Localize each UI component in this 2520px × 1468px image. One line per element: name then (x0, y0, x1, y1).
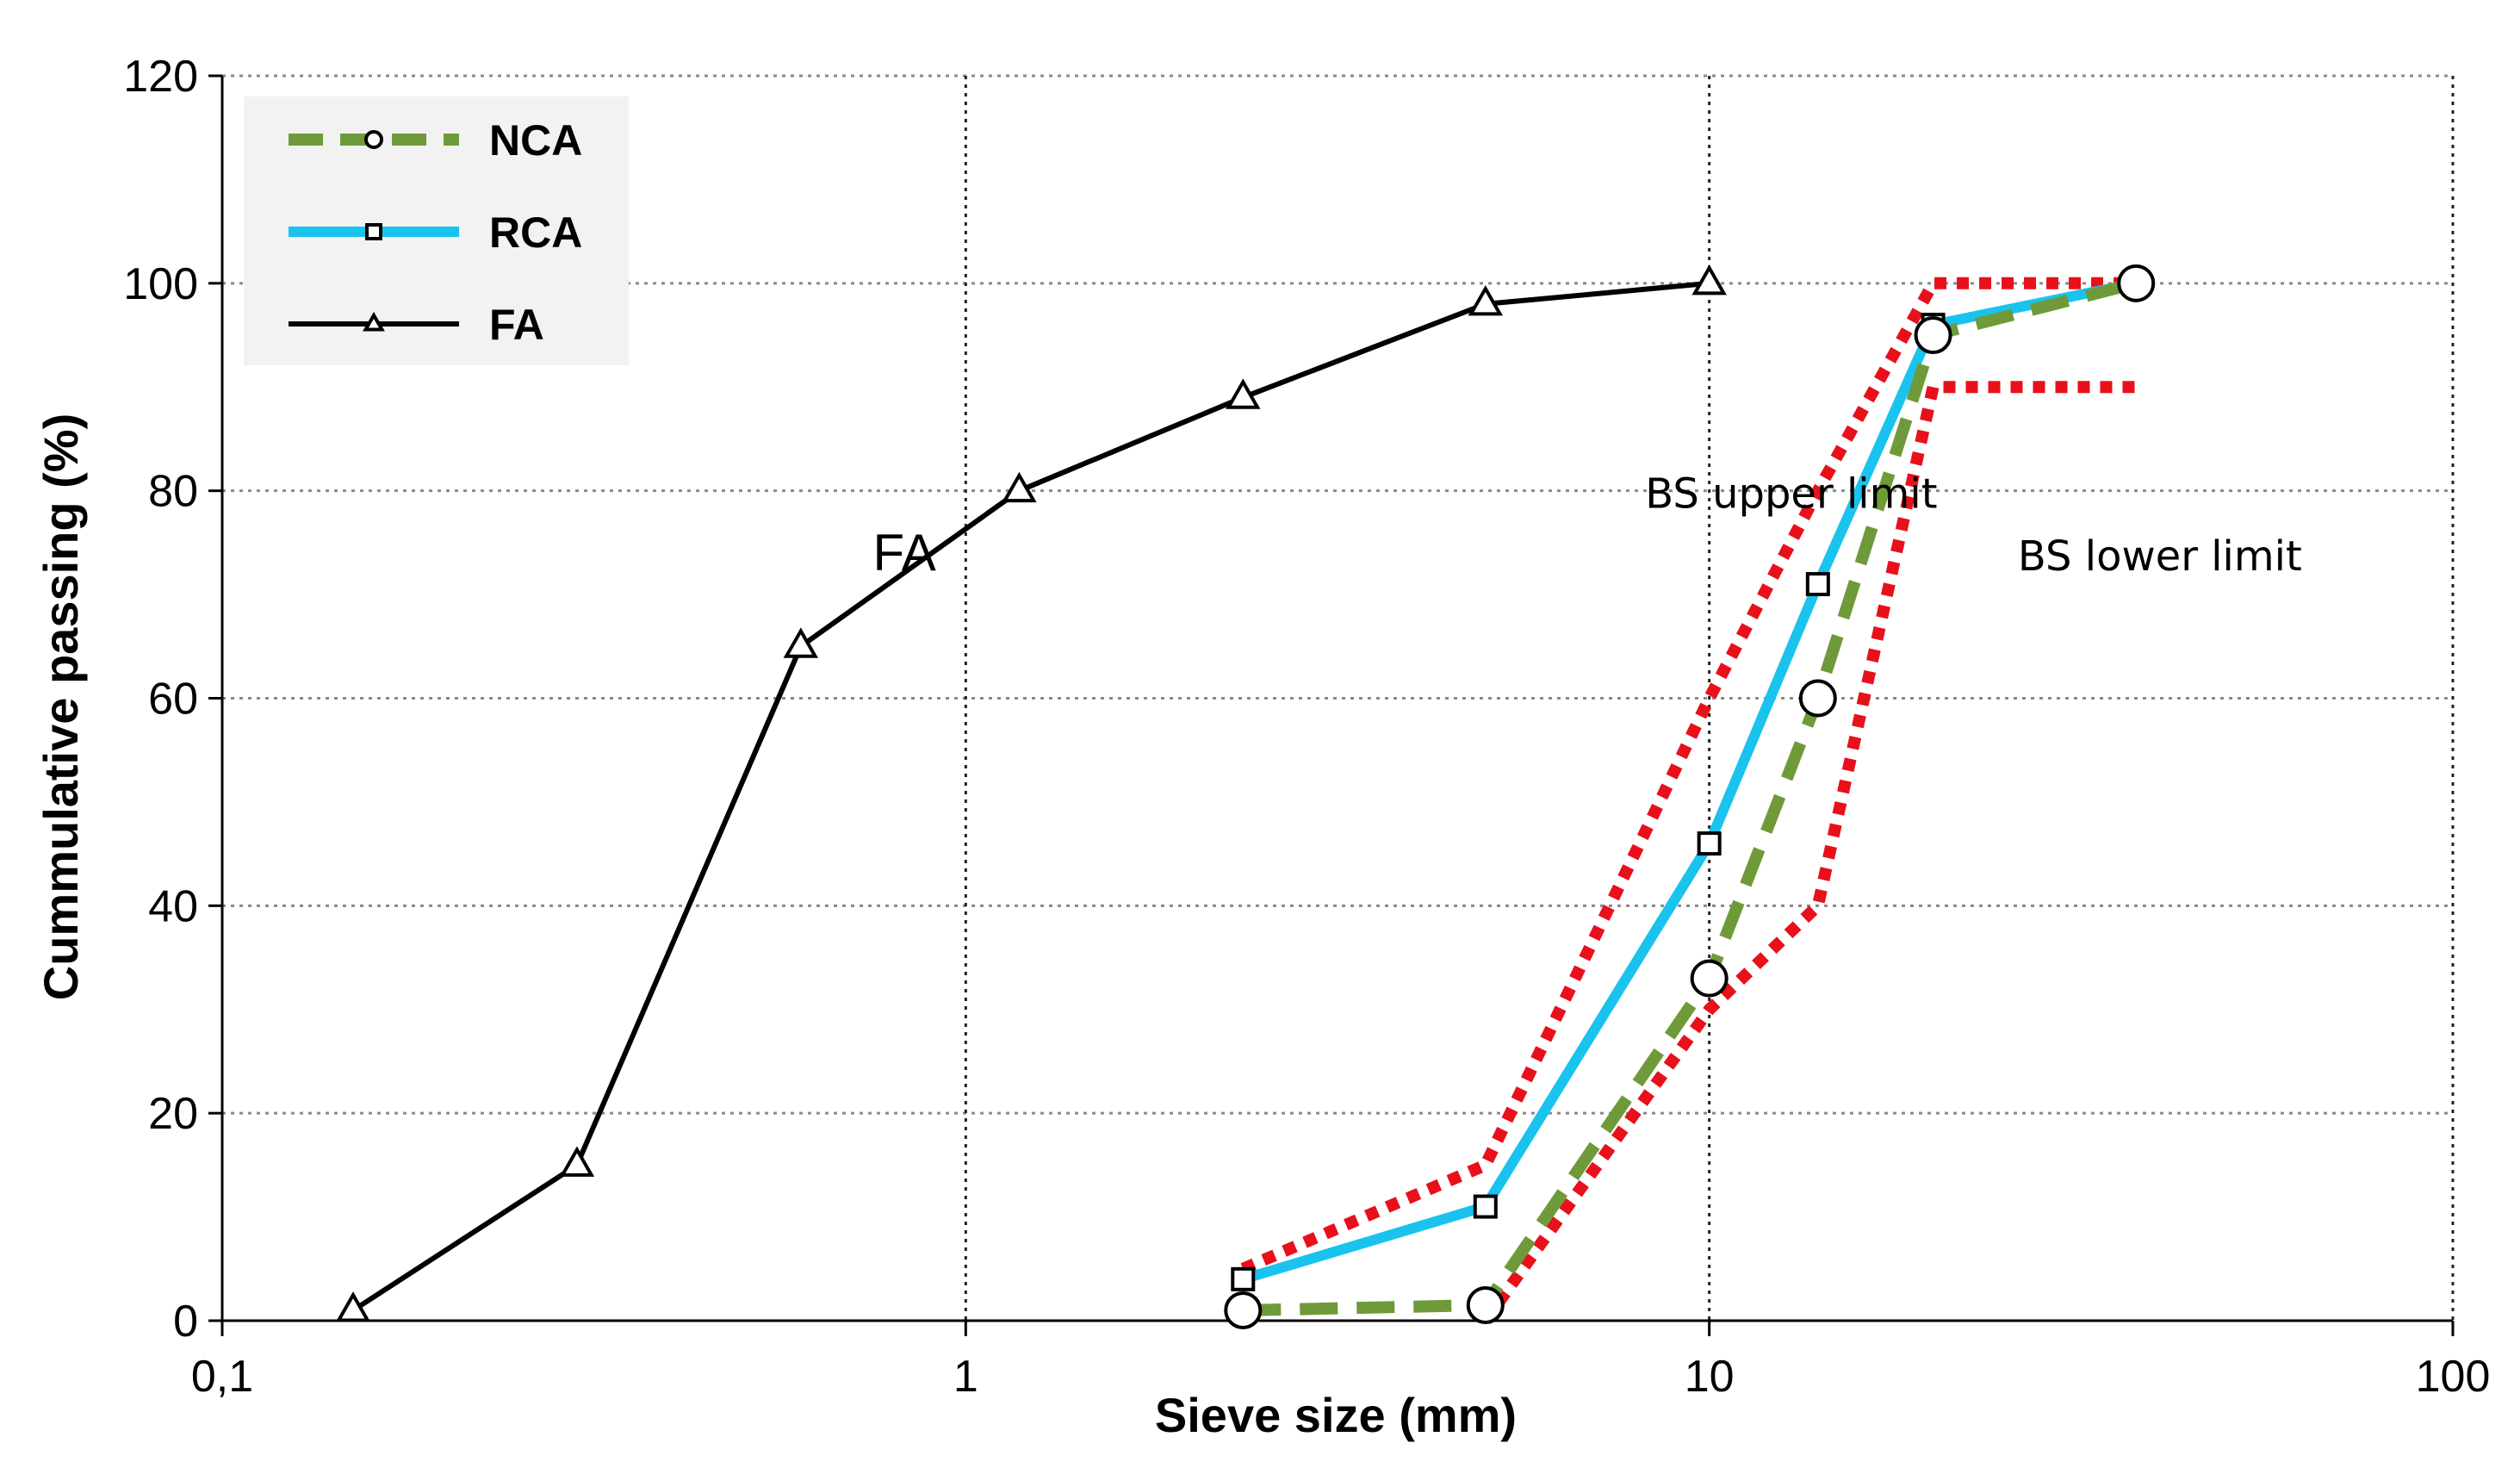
data-point-fa (1226, 378, 1261, 409)
legend-marker-rca (365, 223, 382, 240)
series-line-nca (1243, 277, 2138, 1316)
series (351, 277, 2138, 1316)
series-line-fa (351, 280, 1710, 1313)
data-point-fa (559, 1146, 595, 1177)
axes: 0 20 40 60 80 100 120 0,1 1 10 100 (123, 52, 2490, 1402)
y-tick-label: 40 (148, 881, 198, 931)
data-point-nca (2117, 264, 2156, 302)
data-point-rca (1231, 1266, 1256, 1291)
data-point-fa (783, 627, 819, 658)
y-tick-label: 0 (173, 1297, 198, 1347)
data-point-rca (1697, 831, 1722, 856)
bs-lower-limit-line (1480, 381, 2137, 1325)
data-point-nca (1224, 1291, 1263, 1329)
data-point-nca (1798, 679, 1837, 718)
data-point-fa (1691, 264, 1727, 295)
y-axis-title: Cummulative passing (%) (34, 414, 88, 1000)
data-point-nca (1690, 959, 1729, 998)
data-point-nca (1914, 316, 1952, 355)
data-point-rca (1473, 1194, 1498, 1219)
markers (335, 264, 2156, 1329)
annotation-bs-upper-limit: BS upper limit (1645, 470, 1937, 519)
x-tick-label: 100 (2416, 1352, 2491, 1402)
y-tick-label: 100 (123, 259, 198, 309)
legend-label-fa: FA (489, 301, 544, 349)
x-tick-label: 0,1 (191, 1352, 253, 1402)
legend-marker-fa (363, 311, 385, 332)
x-tick-label: 1 (953, 1352, 978, 1402)
data-point-fa (335, 1291, 371, 1322)
legend: NCA RCA FA (244, 96, 629, 365)
legend-marker-nca (364, 130, 383, 149)
annotation-fa: FA (872, 524, 935, 582)
annotation-bs-lower-limit: BS lower limit (2018, 532, 2302, 581)
y-tick-label: 20 (148, 1089, 198, 1139)
bs-limits (1240, 277, 2137, 1325)
annotations: FA BS upper limit BS lower limit (872, 470, 2301, 582)
legend-label-rca: RCA (489, 208, 582, 257)
bs-upper-limit-line (1240, 277, 2137, 1275)
x-axis-title: Sieve size (mm) (1155, 1388, 1517, 1442)
data-point-fa (1468, 285, 1504, 316)
data-point-rca (1805, 572, 1830, 597)
data-point-fa (1002, 471, 1037, 503)
series-line-rca (1241, 277, 2138, 1284)
x-tick-label: 10 (1685, 1352, 1735, 1402)
y-tick-label: 60 (148, 675, 198, 725)
y-tick-label: 120 (123, 52, 198, 102)
data-point-nca (1466, 1285, 1505, 1324)
y-tick-label: 80 (148, 467, 198, 517)
legend-label-nca: NCA (489, 116, 582, 165)
